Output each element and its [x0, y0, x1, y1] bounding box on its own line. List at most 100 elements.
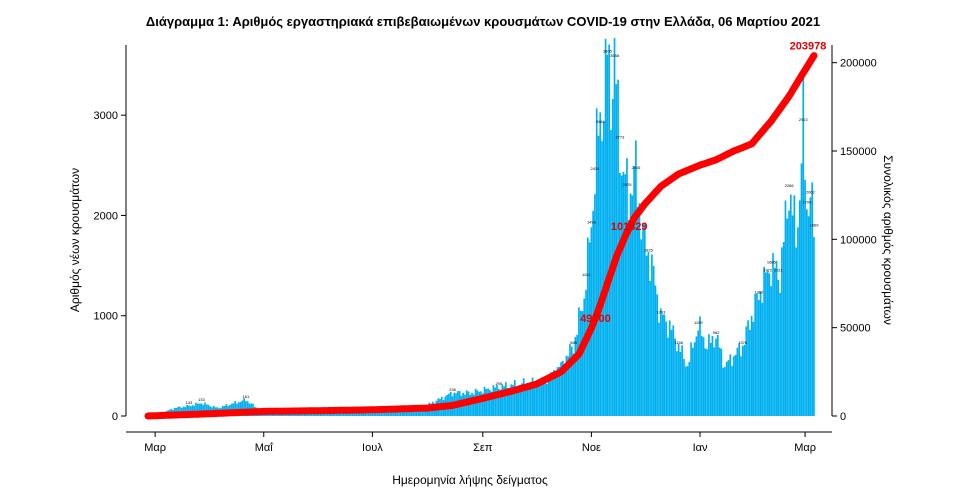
bar — [284, 413, 286, 416]
bar-data-label: 2434 — [591, 166, 601, 171]
bar — [506, 388, 509, 416]
bar — [200, 403, 203, 416]
bar-data-label: 1493 — [587, 220, 597, 225]
bar — [515, 386, 518, 416]
bar — [745, 326, 748, 416]
bar — [629, 193, 632, 416]
bar — [802, 77, 805, 416]
bar — [777, 279, 780, 416]
bar-data-label: 2266 — [785, 183, 795, 188]
bar — [626, 158, 628, 416]
bar — [533, 383, 536, 416]
bar — [658, 322, 660, 416]
bar — [560, 362, 562, 416]
bar — [651, 254, 653, 416]
bar — [665, 321, 667, 416]
bar — [663, 314, 666, 416]
bar — [318, 414, 320, 416]
bar — [198, 403, 201, 416]
bar — [805, 209, 808, 416]
left-y-axis: 0 1000 2000 3000 — [94, 45, 127, 423]
bar — [772, 253, 774, 416]
bar — [672, 325, 675, 416]
bar — [508, 387, 511, 416]
bar — [205, 404, 208, 416]
bar — [556, 367, 559, 416]
bar — [563, 368, 566, 416]
bar — [186, 405, 188, 416]
bar — [303, 413, 306, 416]
bar — [749, 329, 751, 416]
bar — [334, 412, 336, 416]
bar — [695, 336, 698, 416]
bar — [690, 342, 692, 416]
bar — [624, 174, 627, 416]
bar-data-label: 2773 — [615, 134, 625, 139]
y-tick-label: 3000 — [94, 110, 118, 122]
bar — [287, 413, 290, 416]
bar — [191, 405, 194, 416]
bar-data-label: 1686 — [767, 260, 777, 265]
bar — [319, 413, 322, 416]
bar — [305, 413, 308, 416]
bar — [636, 207, 639, 416]
bar — [373, 412, 375, 416]
bar — [718, 347, 721, 416]
bar — [366, 412, 368, 416]
x-tick-label: Σεπ — [473, 442, 493, 454]
bar — [570, 346, 573, 416]
x-axis: Μαρ Μαΐ Ιουλ Σεπ Νοε Ιαν Μαρ — [126, 431, 832, 454]
bar — [741, 345, 744, 416]
bar-data-label: 1825 — [644, 248, 654, 253]
bar — [392, 411, 395, 416]
bar — [809, 197, 812, 416]
bar — [385, 412, 388, 416]
bar — [542, 381, 545, 416]
bar-data-label: 962 — [713, 330, 720, 335]
bar — [353, 411, 356, 416]
bar — [298, 413, 301, 416]
bar — [731, 366, 733, 416]
cumulative-data-label: 101829 — [611, 221, 648, 233]
bar — [576, 334, 578, 416]
bar — [524, 385, 527, 416]
bar — [750, 315, 753, 416]
bar — [398, 411, 400, 416]
bar — [645, 255, 648, 416]
bar — [581, 311, 584, 416]
bar — [638, 203, 641, 416]
bar — [782, 242, 785, 416]
cumulative-data-label: 203978 — [790, 41, 827, 53]
bar — [517, 385, 520, 416]
bar — [496, 384, 498, 416]
bar — [585, 289, 587, 416]
bar — [350, 412, 352, 416]
bar — [763, 266, 765, 416]
bar — [499, 389, 502, 416]
bar — [309, 413, 311, 416]
bar — [291, 413, 294, 416]
bar — [700, 335, 703, 416]
bar — [540, 377, 543, 416]
bar — [627, 220, 630, 416]
bar — [375, 412, 377, 416]
bar — [401, 411, 404, 416]
bar — [572, 353, 575, 416]
bar — [245, 401, 247, 416]
bar — [391, 412, 393, 416]
bar — [489, 390, 491, 416]
bar — [565, 355, 568, 416]
bar — [773, 267, 776, 416]
bar-data-label: 1159 — [694, 320, 703, 325]
bar — [332, 413, 334, 416]
bar — [501, 384, 504, 416]
bar — [355, 411, 358, 416]
bar — [583, 298, 586, 416]
bar — [693, 342, 696, 416]
bar — [601, 141, 603, 416]
bar — [522, 378, 525, 416]
bar — [526, 383, 529, 416]
bar — [202, 404, 204, 416]
bar — [788, 210, 790, 416]
